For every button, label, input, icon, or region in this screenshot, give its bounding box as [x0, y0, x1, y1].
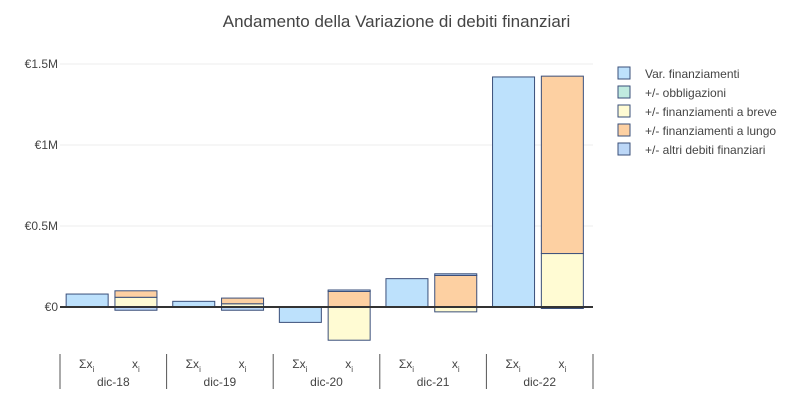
x-sub-label-total: Σxi: [186, 357, 201, 374]
bar-component: [327, 289, 371, 292]
x-sub-label-part: xi: [132, 357, 140, 374]
bar-component: [327, 306, 371, 341]
bar-component: [114, 290, 158, 298]
y-tick-label: €1.5M: [25, 57, 58, 71]
x-group-label: dic-19: [204, 375, 237, 389]
bar-component: [540, 253, 584, 308]
legend-swatch: [617, 66, 631, 80]
legend-label: +/- obbligazioni: [645, 86, 726, 100]
legend-swatch: [617, 104, 631, 118]
y-tick-label: €0: [45, 300, 59, 314]
bar-component: [327, 290, 371, 308]
legend-label: Var. finanziamenti: [645, 67, 740, 81]
bar-component: [540, 75, 584, 255]
x-group-label: dic-22: [523, 375, 556, 389]
x-sub-label-total: Σxi: [505, 357, 520, 374]
bar-total: [65, 293, 109, 308]
legend-label: +/- altri debiti finanziari: [645, 143, 765, 157]
bar-total: [278, 306, 322, 323]
legend-swatch: [617, 85, 631, 99]
x-group-label: dic-18: [97, 375, 130, 389]
bars-layer: [65, 75, 584, 341]
bar-component: [434, 274, 478, 308]
bar-component: [114, 296, 158, 308]
legend-label: +/- finanziamenti a breve: [645, 105, 777, 119]
y-tick-label: €0.5M: [25, 219, 58, 233]
x-sub-label-part: xi: [239, 357, 247, 374]
x-sub-label-total: Σxi: [399, 357, 414, 374]
legend-label: +/- finanziamenti a lungo: [645, 124, 776, 138]
legend-swatch: [617, 123, 631, 137]
bar-total: [492, 76, 536, 308]
bar-component: [434, 273, 478, 276]
bar-component: [221, 297, 265, 305]
chart-title: Andamento della Variazione di debiti fin…: [222, 12, 571, 31]
x-sub-label-part: xi: [558, 357, 566, 374]
legend: Var. finanziamenti +/- obbligazioni +/- fi…: [617, 66, 777, 157]
bar-total: [385, 278, 429, 308]
x-sub-label-total: Σxi: [292, 357, 307, 374]
x-group-label: dic-21: [417, 375, 450, 389]
x-sub-label-total: Σxi: [79, 357, 94, 374]
legend-swatch: [617, 142, 631, 156]
x-sub-label-part: xi: [452, 357, 460, 374]
x-group-label: dic-20: [310, 375, 343, 389]
x-sub-label-part: xi: [345, 357, 353, 374]
y-tick-label: €1M: [35, 138, 58, 152]
